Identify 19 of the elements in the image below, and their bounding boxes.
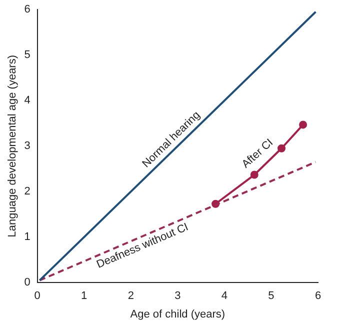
x-tick-label: 0: [34, 290, 40, 302]
y-tick-label: 6: [24, 4, 30, 16]
x-axis-title: Age of child (years): [130, 308, 226, 320]
x-tick-label: 6: [314, 290, 322, 302]
y-tick-label: 5: [24, 49, 30, 62]
x-tick-label: 3: [174, 290, 181, 302]
point: [278, 144, 286, 152]
point: [250, 170, 258, 179]
x-tick-label: 1: [81, 290, 88, 302]
y-tick-label: 2: [24, 186, 30, 198]
point: [299, 120, 308, 129]
x-tick-label: 2: [128, 290, 134, 302]
y-tick-label: 1: [24, 231, 30, 244]
y-axis-title: Language developmental age (years): [6, 54, 19, 238]
y-tick-label: 4: [24, 94, 30, 107]
x-tick-label: 4: [221, 290, 228, 302]
y-tick-label: 0: [24, 276, 30, 289]
y-tick-label: 3: [24, 140, 30, 152]
x-tick-label: 5: [268, 290, 274, 302]
